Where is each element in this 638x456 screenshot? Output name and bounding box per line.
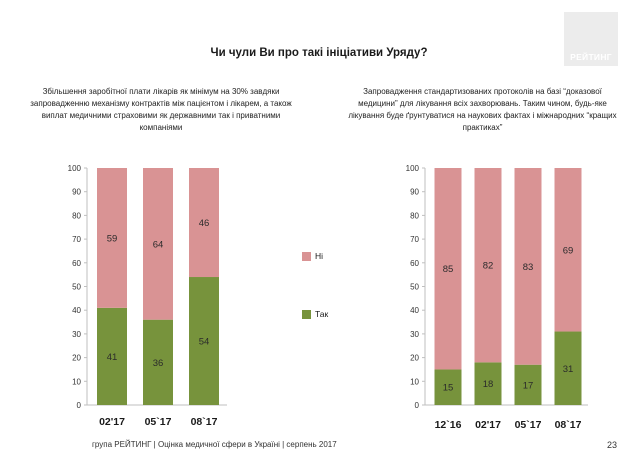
right-y-tick-label: 0 xyxy=(415,401,420,410)
right-bar-yes xyxy=(434,369,462,405)
left-category-label: 02'17 xyxy=(99,416,125,428)
right-y-tick-label: 70 xyxy=(410,235,419,244)
left-y-tick-label: 50 xyxy=(72,283,81,292)
right-chart-description: Запровадження стандартизованих протоколі… xyxy=(348,87,617,132)
legend-item-no: Ні xyxy=(302,251,323,261)
right-label-yes: 31 xyxy=(563,364,574,375)
right-y-tick-label: 90 xyxy=(410,188,419,197)
page-number: 23 xyxy=(607,440,618,450)
right-bar-yes xyxy=(514,364,542,405)
legend-swatch-yes xyxy=(302,309,311,319)
left-y-tick-label: 30 xyxy=(72,330,81,339)
right-y-tick-label: 10 xyxy=(410,377,419,386)
logo-text: РЕЙТИНГ xyxy=(570,52,612,62)
right-bar-no xyxy=(474,168,502,363)
left-y-tick-label: 100 xyxy=(68,164,82,173)
right-label-yes: 18 xyxy=(483,379,494,390)
right-y-tick-label: 50 xyxy=(410,283,419,292)
left-y-tick-label: 20 xyxy=(72,354,81,363)
left-bar-no xyxy=(97,168,127,308)
left-label-yes: 41 xyxy=(107,352,118,363)
right-label-no: 83 xyxy=(523,262,534,273)
right-label-yes: 15 xyxy=(443,383,454,394)
left-y-tick-label: 70 xyxy=(72,235,81,244)
footer-text: група РЕЙТИНГ | Оцінка медичної сфери в … xyxy=(92,440,337,449)
right-bar-no xyxy=(434,168,462,370)
legend-swatch-no xyxy=(302,251,311,261)
right-y-tick-label: 100 xyxy=(406,164,420,173)
left-y-tick-label: 80 xyxy=(72,211,81,220)
right-bar-yes xyxy=(474,362,502,405)
left-chart-description: Збільшення заробітної плати лікарів як м… xyxy=(30,87,292,132)
legend-label-yes: Так xyxy=(315,309,329,319)
left-y-tick-label: 0 xyxy=(77,401,82,410)
left-label-no: 64 xyxy=(153,239,164,250)
right-label-no: 85 xyxy=(443,264,454,275)
left-bar-no xyxy=(143,168,173,320)
left-bar-yes xyxy=(189,277,219,405)
left-bar-no xyxy=(189,168,219,278)
rating-logo: РЕЙТИНГ xyxy=(564,12,618,66)
right-y-tick-label: 40 xyxy=(410,306,419,315)
right-y-tick-label: 20 xyxy=(410,354,419,363)
right-label-no: 82 xyxy=(483,261,494,272)
right-bar-yes xyxy=(554,331,582,405)
right-bar-no xyxy=(554,168,582,332)
right-category-label: 02'17 xyxy=(475,419,501,431)
right-y-tick-label: 30 xyxy=(410,330,419,339)
legend-label-no: Ні xyxy=(315,251,324,261)
left-category-label: 05`17 xyxy=(145,416,172,428)
left-label-yes: 54 xyxy=(199,337,210,348)
right-label-yes: 17 xyxy=(523,380,534,391)
left-y-tick-label: 40 xyxy=(72,306,81,315)
right-y-tick-label: 60 xyxy=(410,259,419,268)
left-y-tick-label: 90 xyxy=(72,188,81,197)
left-bar-yes xyxy=(143,319,173,405)
legend-item-yes: Так xyxy=(302,309,328,319)
left-label-no: 59 xyxy=(107,233,118,244)
right-y-tick-label: 80 xyxy=(410,211,419,220)
left-y-tick-label: 10 xyxy=(72,377,81,386)
left-category-label: 08`17 xyxy=(191,416,218,428)
right-label-no: 69 xyxy=(563,245,574,256)
right-category-label: 12`16 xyxy=(435,419,462,431)
left-label-no: 46 xyxy=(199,218,210,229)
right-category-label: 05`17 xyxy=(515,419,542,431)
left-label-yes: 36 xyxy=(153,358,164,369)
right-bar-no xyxy=(514,168,542,365)
right-category-label: 08`17 xyxy=(555,419,582,431)
left-y-tick-label: 60 xyxy=(72,259,81,268)
left-bar-yes xyxy=(97,307,127,405)
page-title: Чи чули Ви про такі ініціативи Уряду? xyxy=(210,47,428,59)
